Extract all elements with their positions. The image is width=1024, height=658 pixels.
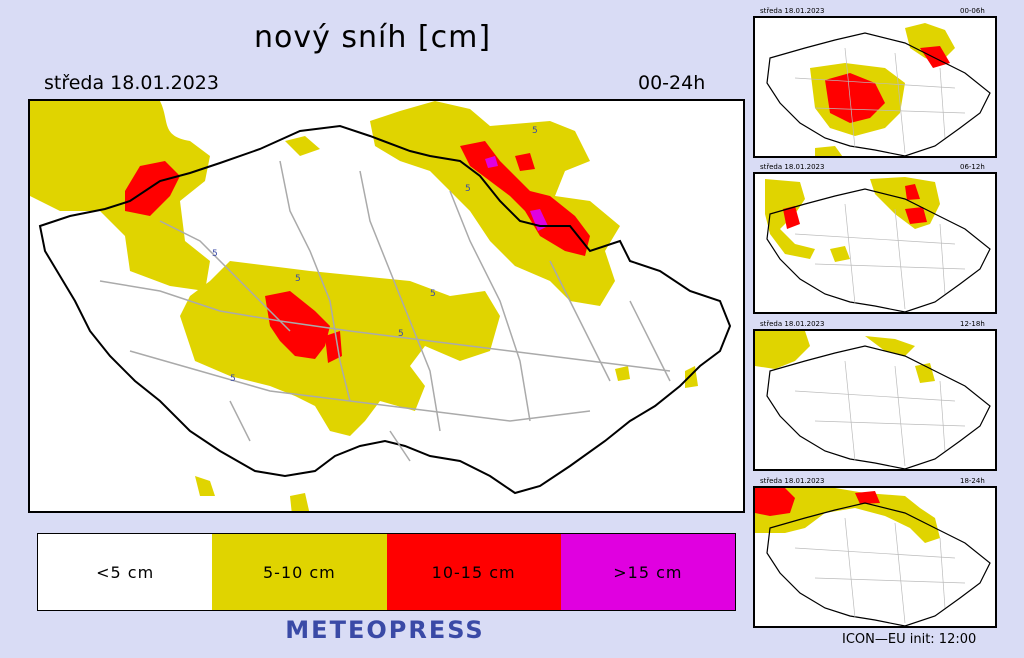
panel-2-range: 06-12h — [960, 163, 985, 171]
panel-1-range: 00-06h — [960, 7, 985, 15]
snow-area-10-15-north2 — [515, 153, 535, 171]
contour-label-5: 5 — [430, 289, 436, 299]
contour-label-2: 5 — [532, 126, 538, 136]
legend-label: 5-10 cm — [262, 562, 336, 582]
legend-item-5-10: 5-10 cm — [212, 534, 387, 610]
panel-3-date: středa 18.01.2023 — [760, 320, 825, 328]
main-snow-map: 5 5 5 5 5 5 5 — [28, 99, 745, 513]
model-info: ICON—EU init: 12:00 — [842, 632, 977, 647]
legend-item-gt15: >15 cm — [560, 534, 735, 610]
snow-area-5-10-small2 — [615, 366, 630, 381]
legend-label: >15 cm — [613, 562, 683, 582]
contour-label-3: 5 — [465, 184, 471, 194]
legend-item-lt5: <5 cm — [38, 534, 213, 610]
contour-label-1: 5 — [212, 249, 218, 259]
snow-area-over-15-a — [485, 156, 498, 168]
panel-1-date: středa 18.01.2023 — [760, 7, 825, 15]
brand-logo: METEOPRESS — [285, 616, 485, 644]
snow-area-10-15-central — [265, 291, 330, 359]
legend-item-10-15: 10-15 cm — [386, 534, 561, 610]
snow-area-5-10-small4 — [195, 476, 215, 496]
forecast-date: středa 18.01.2023 — [44, 72, 219, 94]
map-title: nový sníh [cm] — [253, 20, 492, 55]
snow-area-10-15-central2 — [325, 331, 342, 363]
snow-area-5-10-north — [370, 101, 620, 306]
contour-label-6: 5 — [398, 329, 404, 339]
snow-area-5-10-small5 — [290, 493, 310, 511]
panel-1-map — [753, 16, 997, 158]
contour-label-4: 5 — [295, 274, 301, 284]
snow-area-10-15-north — [460, 141, 590, 256]
legend: <5 cm 5-10 cm 10-15 cm >15 cm — [37, 533, 736, 611]
forecast-range: 00-24h — [638, 72, 706, 94]
contour-label-7: 5 — [230, 374, 236, 384]
district-borders — [99, 160, 671, 462]
snow-area-5-10-northwest — [30, 101, 210, 291]
panel-3-map — [753, 329, 997, 471]
country-border — [38, 124, 732, 495]
panel-4-date: středa 18.01.2023 — [760, 477, 825, 485]
snow-area-5-10-small1 — [285, 136, 320, 156]
snow-area-10-15-northwest — [125, 161, 180, 216]
legend-label: <5 cm — [96, 562, 155, 582]
panel-3-range: 12-18h — [960, 320, 985, 328]
legend-label: 10-15 cm — [431, 562, 516, 582]
panel-4-range: 18-24h — [960, 477, 985, 485]
panel-2-date: středa 18.01.2023 — [760, 163, 825, 171]
panel-2-map — [753, 172, 997, 314]
panel-4-map — [753, 486, 997, 628]
